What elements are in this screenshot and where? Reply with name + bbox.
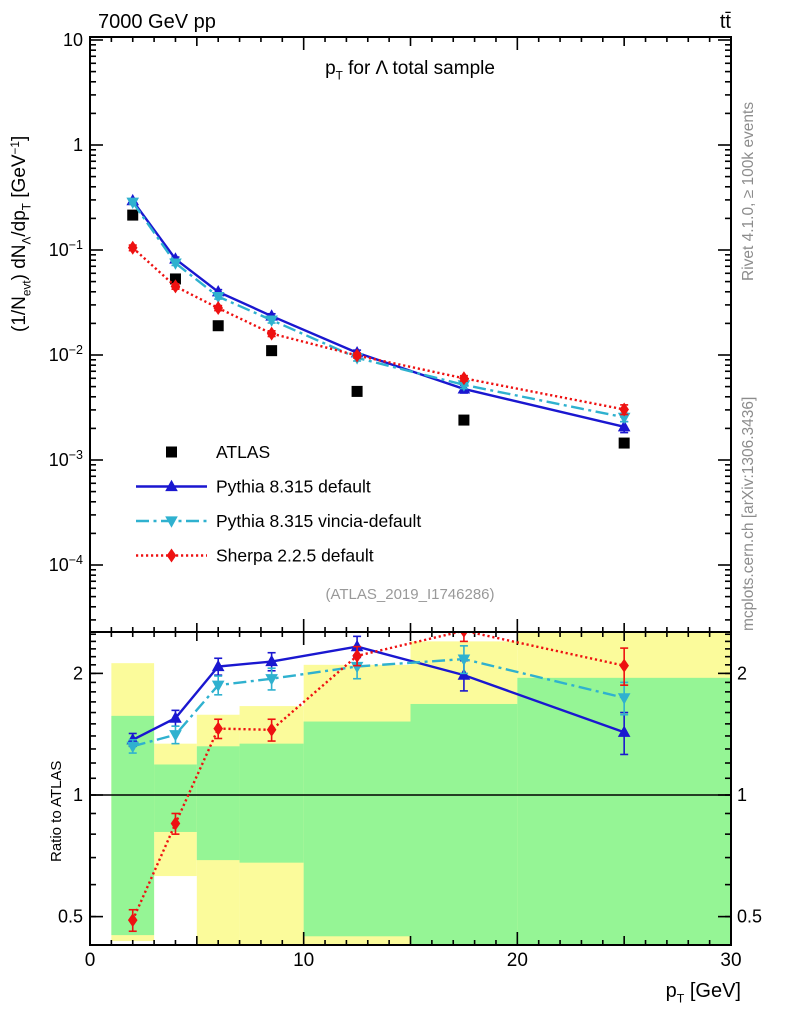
marker-ratio-vincia-1	[169, 730, 182, 742]
label-part: T	[335, 69, 343, 83]
marker-ratio-vincia-0	[126, 741, 140, 754]
analysis-id-watermark: (ATLAS_2019_I1746286)	[325, 586, 495, 603]
legend-label-pythia: Pythia 8.315 default	[216, 477, 371, 497]
main-y-tick-label: 10−1	[49, 238, 83, 260]
marker-main-atlas-2	[212, 320, 224, 332]
series-line-main-pythia	[131, 199, 625, 428]
ratio-bands	[111, 632, 731, 945]
marker-ratio-pythia-6	[617, 725, 631, 737]
main-y-tick-label: 1	[73, 135, 83, 155]
marker-ratio-vincia-5	[457, 654, 471, 666]
marker-main-sherpa-3	[266, 326, 277, 341]
marker-main-sherpa-0	[127, 240, 138, 255]
header-beam-energy: 7000 GeV pp	[98, 11, 216, 33]
label-part: [GeV]	[684, 980, 741, 1002]
ratio-y-tick-label: 2	[73, 663, 83, 683]
main-y-tick-label: 10	[63, 30, 83, 50]
marker-main-vincia-6	[617, 412, 631, 425]
marker-main-vincia-2	[211, 291, 225, 304]
marker-main-atlas-4	[351, 385, 363, 397]
x-tick-label: 0	[85, 950, 96, 971]
ratio-y-tick-label-right: 0.5	[737, 907, 762, 927]
label-part: p	[665, 980, 677, 1002]
marker-main-atlas-5	[458, 414, 470, 426]
main-panel-series	[126, 193, 631, 449]
ratio-panel-frame	[89, 631, 732, 946]
label-part: p	[325, 58, 336, 79]
marker-main-sherpa-6	[619, 402, 629, 417]
marker-ratio-sherpa-2	[213, 721, 223, 736]
ratio-y-tick-label: 0.5	[58, 907, 83, 927]
marker-main-atlas-1	[169, 273, 181, 285]
marker-main-vincia-0	[126, 197, 140, 210]
label-part: for Λ total sample	[342, 58, 495, 79]
marker-ratio-vincia-2	[211, 680, 225, 692]
legend-marker-vincia	[165, 516, 178, 528]
marker-main-sherpa-4	[352, 348, 362, 363]
marker-main-sherpa-5	[459, 371, 469, 386]
ratio-y-tick-label-right: 1	[737, 785, 747, 805]
header-process-ttbar: tt̄	[719, 11, 731, 33]
ratio-panel-series	[126, 632, 631, 933]
x-axis-title: pT [GeV]	[541, 980, 741, 1006]
legend-label-atlas: ATLAS	[216, 442, 270, 462]
marker-main-vincia-3	[265, 315, 278, 327]
x-tick-label: 30	[720, 950, 741, 971]
marker-ratio-pythia-1	[169, 711, 182, 723]
marker-ratio-vincia-6	[617, 693, 631, 705]
marker-ratio-sherpa-6	[619, 658, 629, 673]
band-green-bin-3	[196, 746, 240, 861]
marker-ratio-sherpa-4	[352, 648, 362, 663]
marker-ratio-sherpa-3	[266, 722, 277, 737]
marker-ratio-pythia-0	[126, 732, 140, 745]
marker-main-atlas-3	[266, 345, 278, 357]
marker-main-sherpa-2	[213, 301, 223, 316]
x-tick-label: 20	[507, 950, 528, 971]
marker-ratio-sherpa-1	[170, 816, 181, 831]
legend-marker-pythia	[165, 479, 178, 492]
marker-main-pythia-6	[617, 420, 631, 432]
legend: ATLAS Pythia 8.315 default Pythia 8.315 vi…	[136, 442, 421, 566]
band-green-bin-4	[239, 743, 304, 863]
band-green-bin-6	[410, 703, 518, 945]
series-line-main-sherpa	[131, 246, 625, 411]
marker-ratio-sherpa-5	[459, 632, 468, 638]
label-part: T	[676, 991, 685, 1006]
legend-marker-atlas	[166, 446, 177, 458]
marker-ratio-pythia-2	[211, 659, 225, 672]
ratio-y-tick-label-right: 2	[737, 663, 747, 683]
marker-ratio-pythia-3	[265, 654, 278, 667]
ratio-y-tick-label: 1	[73, 785, 83, 805]
main-panel-frame	[89, 36, 732, 633]
marker-main-vincia-5	[457, 380, 471, 392]
legend-label-sherpa: Sherpa 2.2.5 default	[216, 546, 374, 566]
marker-main-vincia-1	[169, 258, 182, 270]
main-y-tick-label: 10−4	[49, 553, 83, 575]
marker-ratio-vincia-4	[350, 661, 364, 674]
marker-main-atlas-6	[618, 437, 630, 449]
series-line-main-vincia	[131, 201, 625, 419]
legend-marker-sherpa	[166, 548, 177, 563]
marker-main-sherpa-1	[170, 279, 181, 294]
main-y-tick-label: 10−3	[49, 448, 83, 470]
marker-main-atlas-0	[127, 209, 139, 221]
marker-ratio-vincia-3	[265, 674, 278, 686]
plot-title: pT for Λ total sample	[180, 58, 640, 82]
x-tick-label: 10	[293, 950, 314, 971]
marker-ratio-sherpa-0	[127, 913, 138, 928]
legend-label-vincia: Pythia 8.315 vincia-default	[216, 511, 421, 531]
marker-ratio-pythia-4	[350, 639, 364, 652]
band-green-bin-5	[303, 721, 411, 937]
main-y-tick-label: 10−2	[49, 343, 83, 365]
